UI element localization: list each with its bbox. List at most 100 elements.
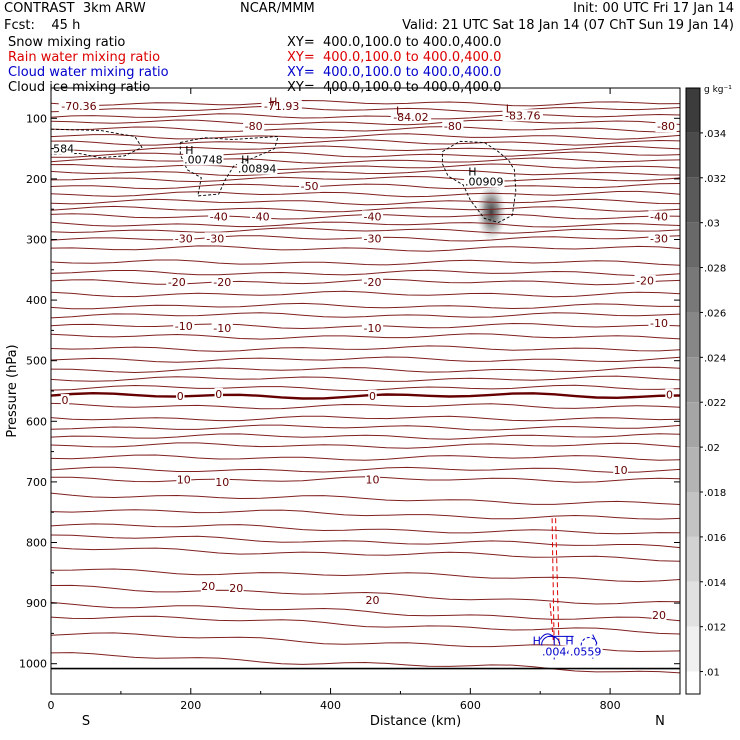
x-tick-label: 200 — [180, 699, 201, 712]
colorbar-segment — [686, 88, 700, 133]
colorbar-segment — [686, 447, 700, 492]
extremum-marker: H — [269, 95, 277, 108]
contour-label-bg — [60, 394, 70, 407]
temperature-contour — [50, 205, 681, 213]
colorbar-tick-label: .024 — [704, 353, 726, 364]
center-title: NCAR/MMM — [240, 1, 315, 16]
extremum-marker: L — [396, 104, 403, 117]
temperature-contour-label: -10 — [364, 322, 382, 335]
snow-mixing-ratio-shading — [476, 182, 507, 243]
valid-time: Valid: 21 UTC Sat 18 Jan 14 (07 ChT Sun … — [402, 18, 734, 33]
field-xy-rain: XY= 400.0,100.0 to 400.0,400.0 — [287, 50, 502, 65]
field-name-rain: Rain water mixing ratio — [8, 50, 161, 65]
x-tick-label: 600 — [460, 699, 481, 712]
temperature-contour — [50, 652, 681, 674]
x-tick-label: 0 — [48, 699, 55, 712]
temperature-contour — [50, 105, 681, 113]
temperature-contour — [50, 442, 681, 449]
y-tick-label: 200 — [26, 173, 47, 186]
temperature-contour — [50, 183, 681, 190]
colorbar-tick-label: .018 — [704, 488, 726, 499]
field-xy-cloud-water: XY= 400.0,100.0 to 400.0,400.0 — [287, 65, 502, 80]
temperature-contour-label: 10 — [614, 464, 628, 477]
contour-label-bg — [651, 609, 667, 622]
contour-label-bg — [390, 111, 432, 124]
colorbar-segment — [686, 492, 700, 537]
temperature-contour-label: -30 — [650, 232, 668, 245]
temperature-contour-label: 0 — [369, 390, 376, 403]
rain-water-contour — [555, 518, 560, 649]
colorbar-segment — [686, 132, 700, 178]
y-tick-label: 100 — [26, 112, 47, 125]
temperature-contour — [50, 99, 681, 107]
temperature-contour — [50, 568, 681, 583]
colorbar-tick-label: .028 — [704, 264, 726, 275]
temperature-contour — [50, 169, 681, 177]
temperature-contour — [50, 227, 681, 234]
temperature-contour — [50, 523, 681, 535]
temperature-contour-label: -20 — [636, 275, 654, 288]
y-axis-label: Pressure (hPa) — [5, 344, 20, 437]
temperature-contour-label: 0 — [177, 390, 184, 403]
temperature-contour-label: -80 — [444, 120, 462, 133]
temperature-contour — [50, 402, 681, 410]
temperature-contour — [50, 509, 681, 520]
y-tick-label: 300 — [26, 234, 47, 247]
contour-label-bg — [211, 321, 233, 334]
contour-label-bg — [648, 232, 670, 245]
cloud-water-label: .0044 — [542, 646, 574, 659]
temperature-contour — [50, 163, 681, 171]
contour-label-bg — [361, 321, 384, 334]
temperature-contour-label: 10 — [365, 473, 379, 486]
contour-label-bg — [166, 275, 188, 288]
temperature-contour — [50, 312, 681, 319]
colorbar-segment — [686, 312, 700, 358]
contour-label-bg — [173, 232, 195, 245]
contour-label-bg — [183, 153, 224, 166]
temperature-contour-label: -80 — [245, 120, 263, 133]
x-tick-label: 400 — [320, 699, 341, 712]
colorbar-segment — [686, 671, 700, 694]
temperature-contour — [50, 534, 681, 549]
temperature-contour — [50, 356, 681, 363]
temperature-contour-label: -80 — [657, 120, 675, 133]
colorbar-tick-label: .014 — [704, 578, 726, 589]
x-axis-label: Distance (km) — [370, 714, 461, 729]
contour-label-bg — [634, 274, 656, 287]
contour-label-bg — [176, 389, 185, 402]
temperature-contour-label: 0 — [666, 389, 673, 402]
contour-label-bg — [214, 475, 230, 488]
contour-label-bg — [361, 275, 384, 288]
colorbar-unit: g kg⁻¹ — [704, 85, 732, 95]
temperature-contour — [50, 145, 681, 152]
colorbar-tick-label: .03 — [704, 219, 720, 230]
contour-label-bg — [261, 100, 302, 113]
temperature-contour — [50, 113, 681, 120]
contour-label-bg — [361, 210, 384, 223]
temperature-contour — [50, 175, 681, 183]
extremum-marker: H — [565, 635, 573, 648]
colorbar-segment — [686, 581, 700, 627]
contour-label-bg — [236, 162, 278, 175]
y-tick-label: 500 — [26, 355, 47, 368]
forecast-hour: Fcst: 45 h — [4, 18, 81, 33]
contour-label-bg — [176, 473, 192, 486]
temperature-contour — [50, 366, 681, 374]
model-title: CONTRAST 3km ARW — [4, 1, 146, 16]
temperature-contour — [50, 375, 681, 382]
colorbar-segment — [686, 402, 700, 448]
contour-label-bg — [361, 232, 384, 245]
contour-label-bg — [365, 594, 380, 607]
y-tick-label: 900 — [26, 597, 47, 610]
colorbar-tick-label: .026 — [704, 308, 726, 319]
temperature-contour — [50, 269, 681, 277]
cloud-ice-contour — [441, 140, 517, 223]
contour-label-bg — [173, 320, 195, 333]
contour-label-bg — [502, 109, 543, 122]
temperature-contour — [50, 391, 681, 400]
temperature-contour-label: -40 — [650, 210, 668, 223]
temperature-contour — [50, 259, 681, 266]
temperature-contour — [50, 245, 681, 252]
temperature-contour — [50, 615, 681, 635]
